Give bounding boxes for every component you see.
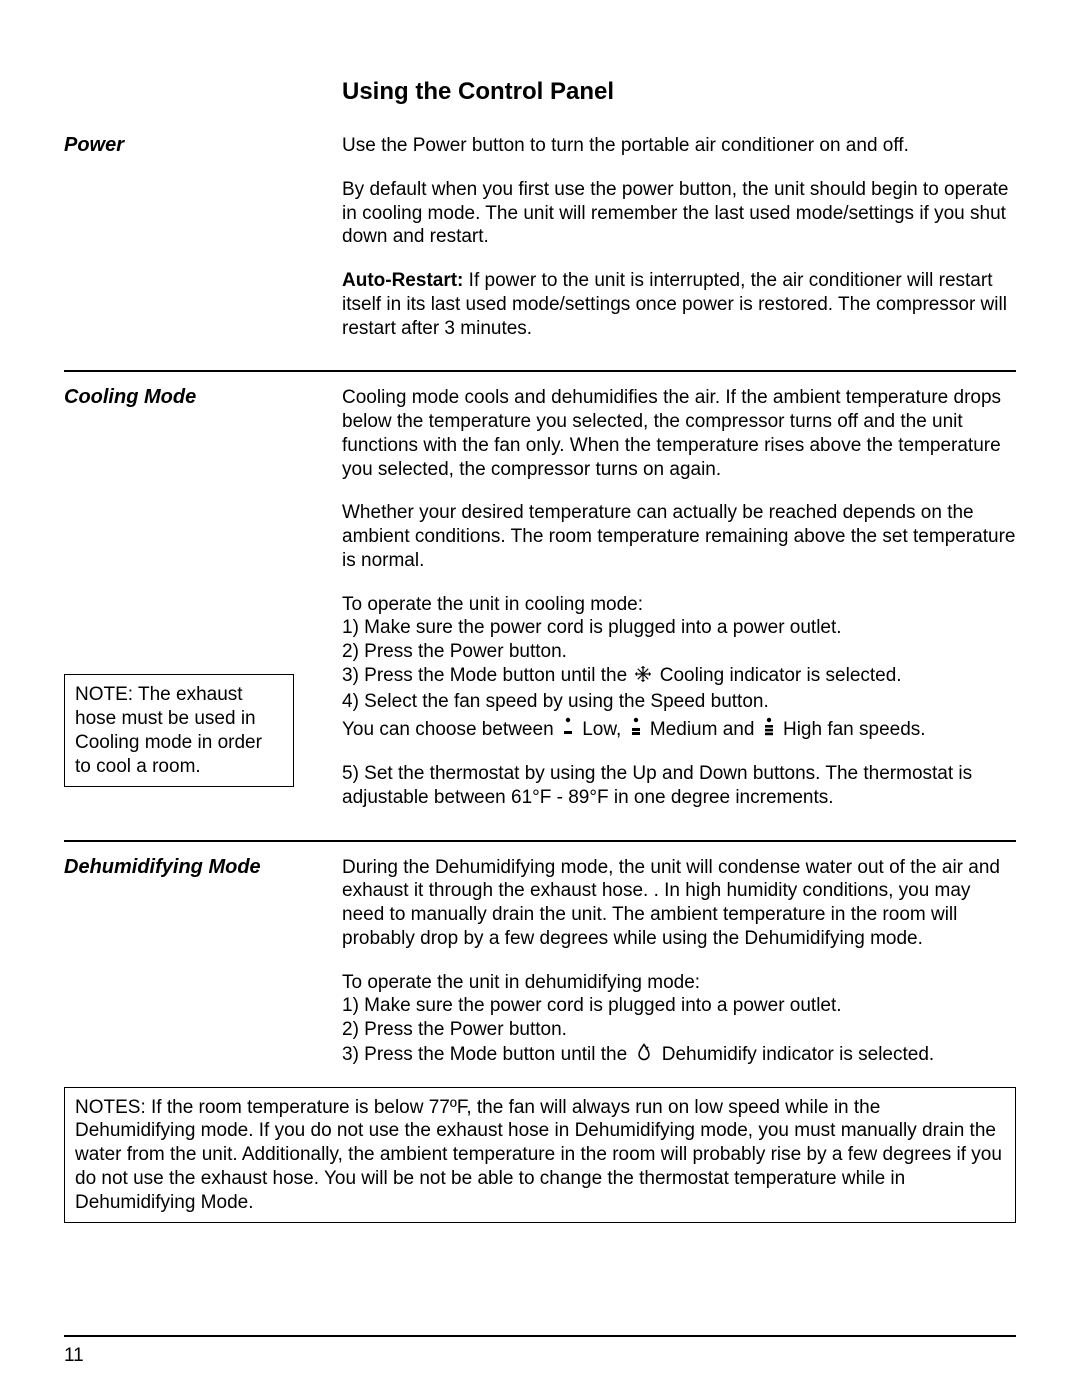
auto-restart-label: Auto-Restart: [342,270,463,291]
cooling-step-3: 3) Press the Mode button until the Cooli… [342,664,1016,690]
power-p3: Auto-Restart: If power to the unit is in… [342,269,1016,340]
fan-high-icon [762,717,776,744]
cooling-step-5: 5) Set the thermostat by using the Up an… [342,762,1016,810]
fan-low-label: Low, [582,719,626,740]
dehum-step-3a: 3) Press the Mode button until the [342,1044,632,1065]
dehum-step-1: 1) Make sure the power cord is plugged i… [342,994,1016,1018]
cooling-step-1: 1) Make sure the power cord is plugged i… [342,616,1016,640]
divider [64,840,1016,842]
dehum-step-3: 3) Press the Mode button until the Dehum… [342,1042,1016,1069]
power-p2: By default when you first use the power … [342,178,1016,249]
fan-med-label: Medium and [650,719,760,740]
cooling-p1: Cooling mode cools and dehumidifies the … [342,386,1016,481]
droplet-icon [634,1042,654,1069]
cooling-steps-intro: To operate the unit in cooling mode: [342,593,1016,617]
section-cooling: Cooling Mode NOTE: The exhaust hose must… [64,386,1016,829]
section-power: Power Use the Power button to turn the p… [64,134,1016,360]
cooling-p2: Whether your desired temperature can act… [342,501,1016,572]
footer-rule [64,1335,1016,1337]
heading-power: Power [64,134,322,157]
heading-cooling: Cooling Mode [64,386,322,409]
dehum-steps-intro: To operate the unit in dehumidifying mod… [342,971,1016,995]
cooling-note-box: NOTE: The exhaust hose must be used in C… [64,674,294,787]
power-p1: Use the Power button to turn the portabl… [342,134,1016,158]
dehum-notes-box: NOTES: If the room temperature is below … [64,1087,1016,1224]
cooling-fan-speeds: You can choose between Low, Medium and H… [342,717,1016,744]
manual-page: Using the Control Panel Power Use the Po… [0,0,1080,1397]
dehum-p1: During the Dehumidifying mode, the unit … [342,856,1016,951]
section-dehum: Dehumidifying Mode During the Dehumidify… [64,856,1016,1069]
heading-dehum: Dehumidifying Mode [64,856,322,879]
dehum-steps: To operate the unit in dehumidifying mod… [342,971,1016,1069]
fan-text-a: You can choose between [342,719,559,740]
cooling-step-3b: Cooling indicator is selected. [654,665,901,686]
section-title: Using the Control Panel [342,78,1016,106]
divider [64,370,1016,372]
cooling-step-4: 4) Select the fan speed by using the Spe… [342,690,1016,714]
cooling-steps: To operate the unit in cooling mode: 1) … [342,593,1016,810]
page-number: 11 [64,1345,84,1367]
fan-medium-icon [629,717,643,744]
cooling-step-2: 2) Press the Power button. [342,640,1016,664]
dehum-step-2: 2) Press the Power button. [342,1018,1016,1042]
fan-low-icon [561,717,575,744]
cooling-step-3a: 3) Press the Mode button until the [342,665,632,686]
fan-high-label: High fan speeds. [783,719,926,740]
snowflake-icon [634,665,652,690]
dehum-step-3b: Dehumidify indicator is selected. [656,1044,934,1065]
